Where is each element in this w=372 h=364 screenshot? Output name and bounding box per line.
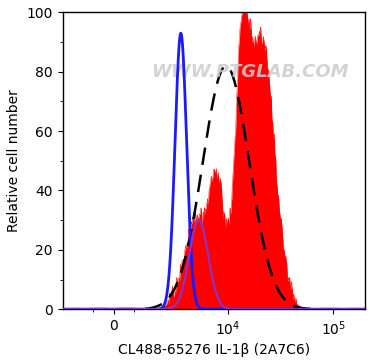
Y-axis label: Relative cell number: Relative cell number: [7, 90, 21, 232]
X-axis label: CL488-65276 IL-1β (2A7C6): CL488-65276 IL-1β (2A7C6): [118, 343, 310, 357]
Text: WWW.PTGLAB.COM: WWW.PTGLAB.COM: [151, 63, 349, 81]
